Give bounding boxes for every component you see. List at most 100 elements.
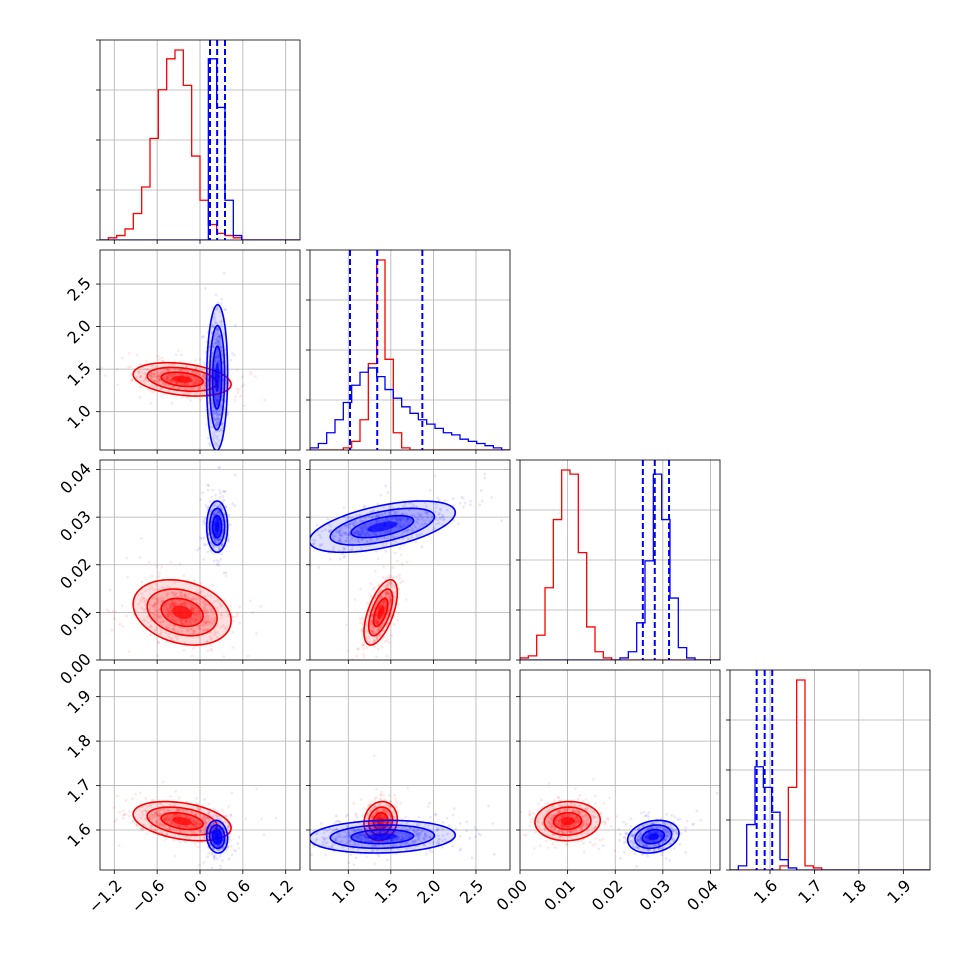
- scatter-point: [327, 529, 331, 533]
- scatter-point: [216, 355, 220, 358]
- scatter-point: [218, 343, 221, 347]
- scatter-point: [156, 654, 159, 658]
- scatter-point: [367, 636, 370, 640]
- scatter-point: [461, 496, 465, 500]
- scatter-point: [235, 614, 239, 618]
- scatter-point: [337, 531, 341, 535]
- scatter-point: [216, 395, 220, 399]
- y-tick-label: 2.5: [63, 273, 94, 304]
- scatter-point: [227, 513, 231, 517]
- scatter-point: [357, 532, 361, 536]
- scatter-point: [414, 540, 418, 544]
- scatter-point: [179, 593, 182, 597]
- scatter-point: [457, 522, 460, 526]
- scatter-point: [397, 518, 401, 522]
- scatter-point: [197, 624, 201, 628]
- scatter-point: [134, 792, 138, 796]
- scatter-point: [384, 530, 388, 534]
- scatter-point: [170, 385, 174, 389]
- scatter-point: [387, 609, 391, 613]
- scatter-point: [170, 380, 174, 383]
- scatter-point: [384, 601, 387, 605]
- scatter-point: [331, 533, 335, 537]
- scatter-point: [214, 356, 218, 359]
- scatter-point: [179, 368, 182, 372]
- scatter-point: [212, 620, 216, 624]
- scatter-point: [203, 516, 207, 520]
- scatter-point: [350, 548, 354, 551]
- scatter-point: [349, 516, 352, 520]
- scatter-point: [219, 320, 223, 324]
- scatter-point: [193, 378, 197, 382]
- scatter-point: [214, 532, 218, 536]
- scatter-point: [303, 401, 306, 404]
- scatter-point: [181, 619, 184, 622]
- scatter-point: [399, 525, 403, 529]
- scatter-point: [437, 512, 441, 516]
- scatter-point: [361, 643, 365, 647]
- scatter-point: [377, 628, 380, 632]
- scatter-point: [216, 396, 220, 399]
- scatter-point: [194, 609, 198, 613]
- scatter-point: [179, 386, 183, 390]
- scatter-point: [401, 526, 405, 530]
- scatter-point: [200, 391, 203, 395]
- scatter-point: [217, 504, 220, 507]
- scatter-point: [183, 620, 187, 624]
- scatter-point: [236, 391, 240, 394]
- scatter-point: [249, 599, 252, 603]
- scatter-point: [165, 612, 168, 616]
- scatter-point: [216, 328, 219, 332]
- scatter-point: [379, 603, 382, 607]
- scatter-point: [378, 620, 381, 624]
- scatter-point: [158, 587, 162, 591]
- scatter-point: [306, 571, 309, 574]
- scatter-point: [212, 559, 216, 563]
- scatter-point: [205, 602, 209, 606]
- scatter-point: [213, 341, 217, 345]
- scatter-point: [369, 594, 373, 598]
- scatter-point: [193, 618, 197, 622]
- y-tick-label: 0.00: [56, 649, 95, 688]
- scatter-point: [167, 611, 171, 615]
- scatter-point: [388, 574, 392, 578]
- scatter-point: [358, 533, 362, 537]
- scatter-point: [143, 596, 146, 600]
- scatter-point: [206, 394, 210, 398]
- scatter-point: [152, 371, 156, 375]
- scatter-point: [202, 557, 206, 561]
- scatter-point: [170, 373, 173, 377]
- scatter-point: [217, 548, 221, 551]
- scatter-point: [161, 607, 165, 611]
- scatter-point: [214, 394, 218, 398]
- scatter-point: [398, 518, 402, 522]
- scatter-point: [202, 392, 206, 396]
- scatter-point: [214, 398, 218, 401]
- scatter-point: [242, 404, 246, 408]
- scatter-point: [198, 546, 201, 550]
- scatter-point: [343, 554, 347, 558]
- scatter-point: [213, 539, 217, 543]
- scatter-point: [200, 589, 204, 593]
- scatter-point: [212, 345, 216, 349]
- scatter-point: [408, 537, 411, 541]
- scatter-point: [176, 630, 180, 633]
- scatter-point: [385, 576, 389, 580]
- scatter-point: [384, 549, 388, 553]
- scatter-point: [217, 394, 221, 398]
- scatter-point: [154, 609, 158, 613]
- scatter-point: [165, 368, 169, 371]
- scatter-point: [157, 378, 161, 382]
- scatter-point: [228, 523, 232, 527]
- scatter-point: [139, 536, 143, 540]
- scatter-point: [218, 383, 222, 387]
- scatter-point: [143, 619, 147, 622]
- scatter-point: [420, 517, 424, 521]
- scatter-point: [163, 603, 167, 606]
- scatter-point: [213, 632, 217, 635]
- scatter-point: [401, 504, 405, 508]
- scatter-point: [171, 602, 175, 606]
- scatter-point: [214, 340, 218, 344]
- scatter-point: [443, 499, 447, 502]
- scatter-point: [218, 343, 222, 347]
